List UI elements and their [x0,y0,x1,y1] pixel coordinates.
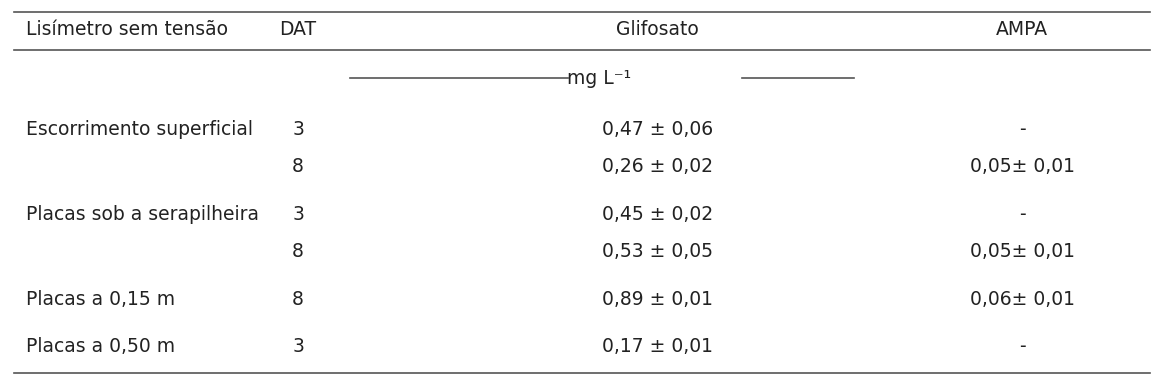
Text: 0,45 ± 0,02: 0,45 ± 0,02 [602,205,712,224]
Text: -: - [1018,205,1025,224]
Text: 0,05± 0,01: 0,05± 0,01 [970,157,1074,177]
Text: 3: 3 [292,120,304,139]
Text: mg L⁻¹: mg L⁻¹ [567,69,631,88]
Text: -: - [1018,120,1025,139]
Text: Placas a 0,50 m: Placas a 0,50 m [26,337,175,356]
Text: 8: 8 [292,242,304,261]
Text: Glifosato: Glifosato [616,20,698,39]
Text: Escorrimento superficial: Escorrimento superficial [26,120,253,139]
Text: 3: 3 [292,337,304,356]
Text: 8: 8 [292,290,304,309]
Text: 0,06± 0,01: 0,06± 0,01 [970,290,1074,309]
Text: -: - [1018,337,1025,356]
Text: 0,89 ± 0,01: 0,89 ± 0,01 [602,290,712,309]
Text: Lisímetro sem tensão: Lisímetro sem tensão [26,20,228,39]
Text: 3: 3 [292,205,304,224]
Text: 0,53 ± 0,05: 0,53 ± 0,05 [602,242,712,261]
Text: 8: 8 [292,157,304,177]
Text: 0,26 ± 0,02: 0,26 ± 0,02 [602,157,712,177]
Text: 0,05± 0,01: 0,05± 0,01 [970,242,1074,261]
Text: 0,17 ± 0,01: 0,17 ± 0,01 [602,337,712,356]
Text: AMPA: AMPA [996,20,1049,39]
Text: Placas sob a serapilheira: Placas sob a serapilheira [26,205,258,224]
Text: DAT: DAT [279,20,317,39]
Text: Placas a 0,15 m: Placas a 0,15 m [26,290,175,309]
Text: 0,47 ± 0,06: 0,47 ± 0,06 [602,120,712,139]
